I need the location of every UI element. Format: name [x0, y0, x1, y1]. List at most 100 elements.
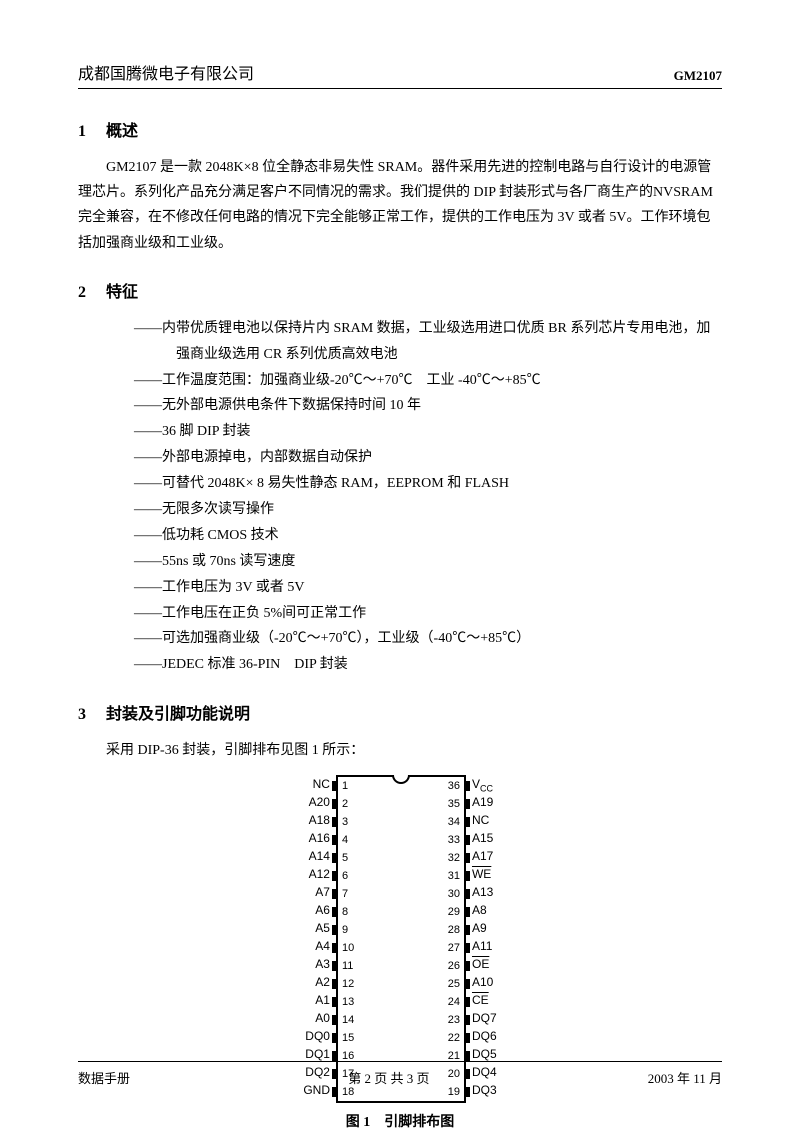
pin-label: WE	[472, 865, 497, 883]
feature-item: ——JEDEC 标准 36-PIN DIP 封装	[134, 652, 722, 678]
pin-number: 5	[342, 849, 354, 867]
section-2-title: 2特征	[78, 278, 722, 302]
package-intro: 采用 DIP-36 封装，引脚排布见图 1 所示：	[106, 738, 722, 763]
pin-number: 35	[448, 795, 460, 813]
pin-label: CE	[472, 991, 497, 1009]
overview-text: GM2107 是一款 2048K×8 位全静态非易失性 SRAM。器件采用先进的…	[78, 155, 722, 256]
pin-label: A5	[303, 919, 330, 937]
pin-label: A9	[472, 919, 497, 937]
feature-item: ——工作温度范围：加强商业级-20℃～+70℃ 工业 -40℃～+85℃	[134, 368, 722, 394]
pin-label: A13	[472, 883, 497, 901]
pin-label: A7	[303, 883, 330, 901]
page-header: 成都国腾微电子有限公司 GM2107	[78, 60, 722, 89]
section-1-title: 1概述	[78, 117, 722, 141]
pin-number: 1	[342, 777, 354, 795]
section-1-label: 概述	[106, 123, 138, 140]
pin-label: A15	[472, 829, 497, 847]
pin-number: 25	[448, 975, 460, 993]
pin-number: 28	[448, 921, 460, 939]
part-number: GM2107	[674, 68, 722, 84]
chip-body: 123456789101112131415161718 363534333231…	[336, 775, 466, 1103]
pin-number: 30	[448, 885, 460, 903]
pin-number: 31	[448, 867, 460, 885]
section-3-title: 3封装及引脚功能说明	[78, 700, 722, 724]
pin-number: 9	[342, 921, 354, 939]
pin-label: A17	[472, 847, 497, 865]
pin-number: 12	[342, 975, 354, 993]
pin-label: A6	[303, 901, 330, 919]
pin-number: 4	[342, 831, 354, 849]
pin-number: 14	[342, 1011, 354, 1029]
pin-number: 34	[448, 813, 460, 831]
pin-number: 22	[448, 1029, 460, 1047]
company-name: 成都国腾微电子有限公司	[78, 60, 254, 84]
feature-item: ——可选加强商业级（-20℃～+70℃），工业级（-40℃～+85℃）	[134, 626, 722, 652]
pin-label: A1	[303, 991, 330, 1009]
figure-caption: 图 1 引脚排布图	[78, 1111, 722, 1131]
feature-item: 强商业级选用 CR 系列优质高效电池	[176, 342, 722, 368]
section-3-num: 3	[78, 706, 106, 724]
pin-label: A8	[472, 901, 497, 919]
pin-number: 36	[448, 777, 460, 795]
pin-label: A11	[472, 937, 497, 955]
pin-number: 7	[342, 885, 354, 903]
pin-number: 8	[342, 903, 354, 921]
pin-number: 26	[448, 957, 460, 975]
pin-label: A19	[472, 793, 497, 811]
pin-number: 13	[342, 993, 354, 1011]
pin-number: 10	[342, 939, 354, 957]
pin-number: 2	[342, 795, 354, 813]
pin-label: A20	[303, 793, 330, 811]
pin-number: 29	[448, 903, 460, 921]
pin-number: 3	[342, 813, 354, 831]
pin-label: A14	[303, 847, 330, 865]
pin-label: OE	[472, 955, 497, 973]
section-3-label: 封装及引脚功能说明	[106, 706, 250, 723]
pin-label: A2	[303, 973, 330, 991]
features-list: ——内带优质锂电池以保持片内 SRAM 数据，工业级选用进口优质 BR 系列芯片…	[134, 316, 722, 678]
feature-item: ——外部电源掉电，内部数据自动保护	[134, 445, 722, 471]
pin-label: DQ7	[472, 1009, 497, 1027]
feature-item: ——36 脚 DIP 封装	[134, 419, 722, 445]
pin-number: 23	[448, 1011, 460, 1029]
pin-label: NC	[303, 775, 330, 793]
feature-item: ——无限多次读写操作	[134, 497, 722, 523]
pin-number: 27	[448, 939, 460, 957]
pin-label: A18	[303, 811, 330, 829]
feature-item: ——可替代 2048K× 8 易失性静态 RAM，EEPROM 和 FLASH	[134, 471, 722, 497]
section-2-num: 2	[78, 284, 106, 302]
pin-labels-left: NCA20A18A16A14A12A7A6A5A4A3A2A1A0DQ0DQ1D…	[303, 775, 330, 1099]
pinout-diagram: NCA20A18A16A14A12A7A6A5A4A3A2A1A0DQ0DQ1D…	[78, 775, 722, 1103]
pin-label: A0	[303, 1009, 330, 1027]
pin-label: NC	[472, 811, 497, 829]
pin-number: 24	[448, 993, 460, 1011]
pin-label: A4	[303, 937, 330, 955]
pin-label: A12	[303, 865, 330, 883]
pin-number: 11	[342, 957, 354, 975]
pin-label: A3	[303, 955, 330, 973]
pin-number: 33	[448, 831, 460, 849]
feature-item: ——工作电压为 3V 或者 5V	[134, 575, 722, 601]
feature-item: ——低功耗 CMOS 技术	[134, 523, 722, 549]
feature-item: ——工作电压在正负 5%间可正常工作	[134, 601, 722, 627]
feature-item: ——55ns 或 70ns 读写速度	[134, 549, 722, 575]
feature-item: ——无外部电源供电条件下数据保持时间 10 年	[134, 393, 722, 419]
pin-label: VCC	[472, 775, 497, 793]
footer-left: 数据手册	[78, 1068, 130, 1087]
pin-number: 6	[342, 867, 354, 885]
section-2-label: 特征	[106, 284, 138, 301]
pin-number: 15	[342, 1029, 354, 1047]
feature-item: ——内带优质锂电池以保持片内 SRAM 数据，工业级选用进口优质 BR 系列芯片…	[134, 316, 722, 342]
pin-numbers-left: 123456789101112131415161718	[342, 777, 354, 1101]
pin-numbers-right: 363534333231302928272625242322212019	[448, 777, 460, 1101]
pin-label: DQ6	[472, 1027, 497, 1045]
pin-number: 32	[448, 849, 460, 867]
pin-label: A16	[303, 829, 330, 847]
pin-label: A10	[472, 973, 497, 991]
section-1-num: 1	[78, 123, 106, 141]
footer-right: 2003 年 11 月	[648, 1068, 722, 1087]
page-footer: 数据手册 第 2 页 共 3 页 2003 年 11 月	[78, 1061, 722, 1087]
pin-labels-right: VCCA19NCA15A17WEA13A8A9A11OEA10CEDQ7DQ6D…	[472, 775, 497, 1099]
pin-label: DQ0	[303, 1027, 330, 1045]
footer-center: 第 2 页 共 3 页	[348, 1068, 429, 1087]
